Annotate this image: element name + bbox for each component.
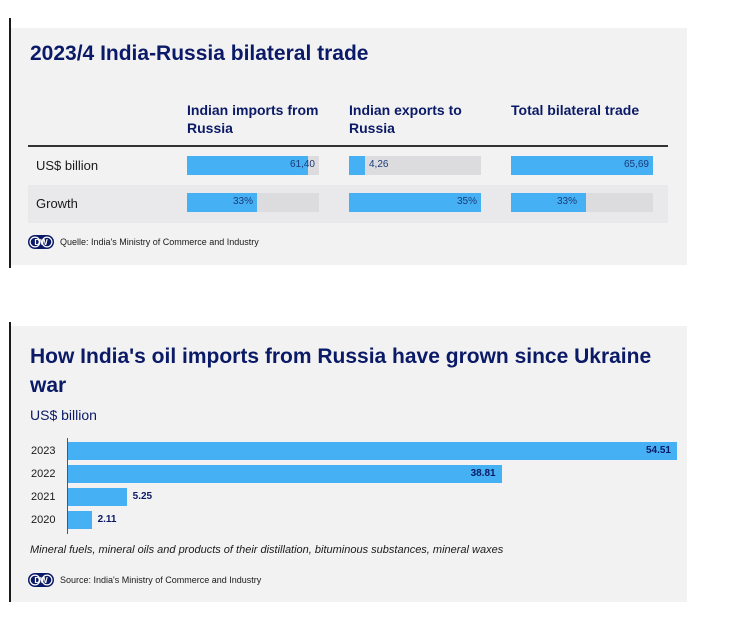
- cell-value: 35%: [456, 196, 477, 207]
- dw-logo: DW: [28, 235, 54, 249]
- cell-track: 4,26: [349, 156, 481, 175]
- oil-imports-chart-card: How India's oil imports from Russia have…: [11, 326, 687, 602]
- trade-table-source: Quelle: India's Ministry of Commerce and…: [60, 237, 259, 247]
- dw-logo-text: DW: [34, 576, 48, 585]
- card1-accent-line: [9, 18, 11, 268]
- chart-axis: [67, 438, 68, 534]
- bar-2020: 2.11: [68, 511, 116, 529]
- cell-value: 4,26: [369, 159, 389, 170]
- bar-value: 5.25: [132, 491, 153, 502]
- year-label: 2021: [31, 491, 56, 503]
- cell-track: 65,69: [511, 156, 653, 175]
- bar-value: 54.51: [645, 445, 671, 456]
- row-label-usd: US$ billion: [36, 158, 99, 173]
- chart-title: How India's oil imports from Russia have…: [30, 345, 652, 397]
- cell-value: 33%: [233, 196, 254, 207]
- chart-unit-label: US$ billion: [30, 407, 97, 423]
- trade-table-title: 2023/4 India-Russia bilateral trade: [30, 42, 369, 65]
- header-rule: [28, 145, 668, 147]
- cell-track: 61,40: [187, 156, 319, 175]
- bar-2022: 38.81: [68, 465, 502, 483]
- cell-value: 65,69: [623, 159, 649, 170]
- chart-note: Mineral fuels, mineral oils and products…: [30, 544, 504, 556]
- cell-value: 33%: [557, 196, 578, 207]
- bar-2021: 5.25: [68, 488, 152, 506]
- bar-value: 38.81: [470, 468, 496, 479]
- cell-track: 33%: [511, 193, 653, 212]
- cell-fill: [187, 193, 257, 212]
- column-header-total: Total bilateral trade: [511, 102, 640, 118]
- cell-fill: [511, 156, 653, 175]
- bar-value: 2.11: [97, 514, 117, 525]
- row-label-growth: Growth: [36, 196, 78, 211]
- chart-source: Source: India's Ministry of Commerce and…: [60, 575, 262, 585]
- bar-2023: 54.51: [68, 442, 677, 460]
- year-label: 2023: [31, 445, 56, 457]
- column-header-imports: Indian imports from Russia: [187, 102, 319, 136]
- dw-logo: DW: [28, 573, 54, 587]
- cell-track: 35%: [349, 193, 481, 212]
- year-label: 2020: [31, 514, 56, 526]
- cell-fill: [349, 193, 481, 212]
- cell-fill: [511, 193, 587, 212]
- dw-logo-text: DW: [34, 238, 48, 247]
- cell-fill: [187, 156, 309, 175]
- cell-value: 61,40: [289, 159, 315, 170]
- year-label: 2022: [31, 468, 56, 480]
- card2-accent-line: [9, 322, 11, 602]
- cell-track: 33%: [187, 193, 319, 212]
- cell-fill: [349, 156, 365, 175]
- trade-table-card: 2023/4 India-Russia bilateral trade Indi…: [11, 28, 687, 265]
- column-header-exports: Indian exports to Russia: [349, 102, 462, 136]
